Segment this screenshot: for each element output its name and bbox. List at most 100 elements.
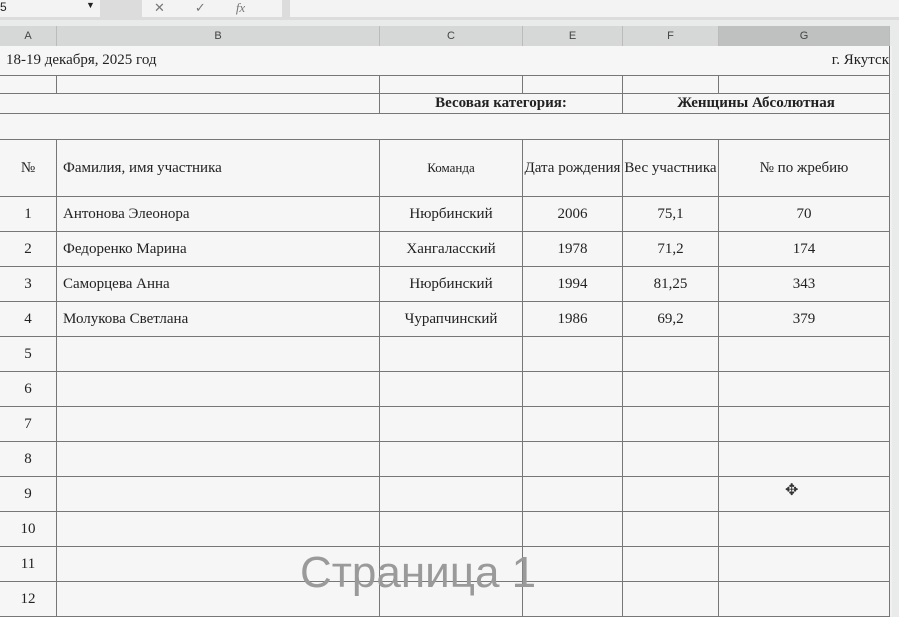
header-birth[interactable]: Дата рождения <box>523 140 623 197</box>
enter-icon[interactable]: ✓ <box>194 0 206 15</box>
city-cell[interactable]: г. Якутск <box>719 46 890 76</box>
table-cell-draw[interactable]: 379 <box>719 302 890 337</box>
table-cell-birth[interactable] <box>523 547 623 582</box>
row-number[interactable]: 7 <box>0 407 57 442</box>
table-cell-name[interactable] <box>57 512 380 547</box>
table-cell-draw[interactable] <box>719 407 890 442</box>
row-number[interactable]: 11 <box>0 547 57 582</box>
row-number[interactable]: 2 <box>0 232 57 267</box>
cell[interactable] <box>623 76 719 94</box>
table-cell-weight[interactable]: 71,2 <box>623 232 719 267</box>
header-weight[interactable]: Вес участника <box>623 140 719 197</box>
row-number[interactable]: 3 <box>0 267 57 302</box>
name-box[interactable]: 5 ▼ <box>0 0 100 17</box>
table-cell-weight[interactable] <box>623 407 719 442</box>
cell[interactable] <box>719 76 890 94</box>
table-cell-draw[interactable] <box>719 512 890 547</box>
table-cell-name[interactable] <box>57 442 380 477</box>
column-header-F[interactable]: F <box>623 26 719 46</box>
table-cell-weight[interactable] <box>623 337 719 372</box>
table-cell-team[interactable] <box>380 372 523 407</box>
table-cell-draw[interactable] <box>719 442 890 477</box>
table-cell-birth[interactable] <box>523 372 623 407</box>
cell[interactable] <box>0 94 380 114</box>
table-cell-birth[interactable] <box>523 337 623 372</box>
table-cell-birth[interactable]: 1978 <box>523 232 623 267</box>
column-header-C[interactable]: C <box>380 26 523 46</box>
cell[interactable] <box>380 76 523 94</box>
cell[interactable] <box>57 76 380 94</box>
cell[interactable] <box>0 114 890 140</box>
table-cell-draw[interactable] <box>719 477 890 512</box>
table-cell-draw[interactable]: 174 <box>719 232 890 267</box>
table-cell-birth[interactable] <box>523 407 623 442</box>
table-cell-team[interactable]: Нюрбинский <box>380 267 523 302</box>
table-cell-birth[interactable] <box>523 512 623 547</box>
table-cell-draw[interactable] <box>719 337 890 372</box>
row-number[interactable]: 12 <box>0 582 57 617</box>
table-cell-weight[interactable] <box>623 372 719 407</box>
column-header-G[interactable]: G <box>719 26 890 46</box>
table-cell-draw[interactable]: 70 <box>719 197 890 232</box>
table-cell-draw[interactable]: 343 <box>719 267 890 302</box>
table-cell-team[interactable]: Чурапчинский <box>380 302 523 337</box>
table-cell-team[interactable] <box>380 407 523 442</box>
header-draw[interactable]: № по жребию <box>719 140 890 197</box>
row-number[interactable]: 6 <box>0 372 57 407</box>
table-cell-name[interactable] <box>57 547 380 582</box>
table-cell-team[interactable]: Нюрбинский <box>380 197 523 232</box>
table-cell-team[interactable]: Хангаласский <box>380 232 523 267</box>
table-cell-weight[interactable] <box>623 547 719 582</box>
table-cell-name[interactable]: Антонова Элеонора <box>57 197 380 232</box>
table-cell-birth[interactable] <box>523 442 623 477</box>
date-cell[interactable]: 18-19 декабря, 2025 год <box>0 46 719 76</box>
header-name[interactable]: Фамилия, имя участника <box>57 140 380 197</box>
table-cell-name[interactable] <box>57 477 380 512</box>
table-cell-weight[interactable]: 81,25 <box>623 267 719 302</box>
table-cell-draw[interactable] <box>719 547 890 582</box>
table-cell-name[interactable]: Молукова Светлана <box>57 302 380 337</box>
table-cell-weight[interactable] <box>623 582 719 617</box>
table-cell-birth[interactable]: 1994 <box>523 267 623 302</box>
cell[interactable] <box>0 76 57 94</box>
table-cell-weight[interactable] <box>623 477 719 512</box>
dropdown-icon[interactable]: ▼ <box>86 0 95 10</box>
column-header-E[interactable]: E <box>523 26 623 46</box>
category-value[interactable]: Женщины Абсолютная <box>623 94 890 114</box>
table-cell-draw[interactable] <box>719 372 890 407</box>
header-num[interactable]: № <box>0 140 57 197</box>
formula-input[interactable] <box>290 0 899 17</box>
table-cell-name[interactable]: Саморцева Анна <box>57 267 380 302</box>
table-cell-weight[interactable]: 69,2 <box>623 302 719 337</box>
table-cell-birth[interactable]: 2006 <box>523 197 623 232</box>
row-number[interactable]: 4 <box>0 302 57 337</box>
header-team[interactable]: Команда <box>380 140 523 197</box>
table-cell-name[interactable] <box>57 337 380 372</box>
row-number[interactable]: 8 <box>0 442 57 477</box>
table-cell-team[interactable] <box>380 442 523 477</box>
cancel-icon[interactable]: ✕ <box>154 0 165 15</box>
table-cell-draw[interactable] <box>719 582 890 617</box>
row-number[interactable]: 1 <box>0 197 57 232</box>
cell[interactable] <box>523 76 623 94</box>
row-number[interactable]: 10 <box>0 512 57 547</box>
column-header-A[interactable]: A <box>0 26 57 46</box>
table-cell-weight[interactable] <box>623 442 719 477</box>
table-cell-birth[interactable] <box>523 582 623 617</box>
table-cell-birth[interactable] <box>523 477 623 512</box>
category-label[interactable]: Весовая категория: <box>380 94 623 114</box>
table-cell-name[interactable] <box>57 372 380 407</box>
table-cell-name[interactable]: Федоренко Марина <box>57 232 380 267</box>
fx-icon[interactable]: fx <box>235 0 246 15</box>
table-cell-team[interactable] <box>380 512 523 547</box>
table-cell-birth[interactable]: 1986 <box>523 302 623 337</box>
table-cell-weight[interactable] <box>623 512 719 547</box>
column-header-B[interactable]: B <box>57 26 380 46</box>
row-number[interactable]: 5 <box>0 337 57 372</box>
table-cell-weight[interactable]: 75,1 <box>623 197 719 232</box>
table-cell-team[interactable] <box>380 337 523 372</box>
table-cell-name[interactable] <box>57 407 380 442</box>
row-number[interactable]: 9 <box>0 477 57 512</box>
table-cell-team[interactable] <box>380 477 523 512</box>
table-cell-team[interactable] <box>380 547 523 582</box>
